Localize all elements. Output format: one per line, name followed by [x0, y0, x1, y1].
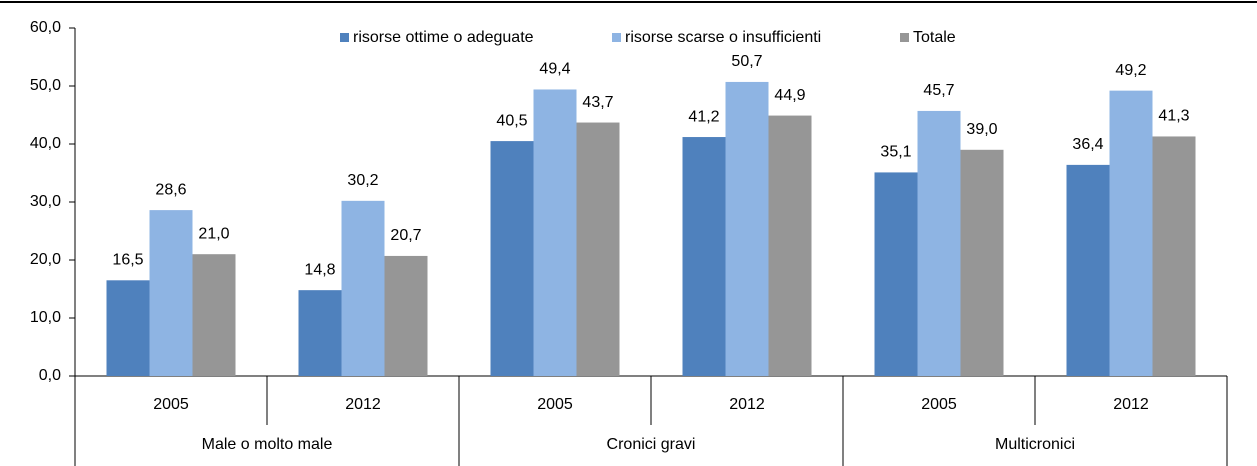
- data-label: 44,9: [774, 87, 805, 104]
- bar: [960, 149, 1004, 376]
- x-tick-label: 2005: [153, 396, 189, 413]
- bar: [682, 137, 726, 376]
- data-label: 39,0: [966, 121, 997, 138]
- bar: [384, 255, 428, 376]
- data-label: 43,7: [582, 94, 613, 111]
- legend-marker: [340, 33, 349, 42]
- bar: [490, 141, 534, 376]
- x-tick-label: 2012: [1113, 396, 1149, 413]
- data-label: 41,2: [688, 108, 719, 125]
- legend-label: risorse ottime o adeguate: [353, 29, 534, 46]
- bar: [725, 81, 769, 376]
- data-label: 41,3: [1158, 108, 1189, 125]
- data-label: 49,4: [539, 61, 570, 78]
- bar: [768, 115, 812, 376]
- group-label: Cronici gravi: [607, 436, 696, 453]
- data-label: 20,7: [390, 227, 421, 244]
- bar: [149, 210, 193, 376]
- data-label: 36,4: [1072, 136, 1103, 153]
- data-label: 14,8: [304, 261, 335, 278]
- bar: [341, 200, 385, 376]
- y-tick-label: 40,0: [30, 135, 61, 152]
- bar: [576, 122, 620, 376]
- y-tick-label: 0,0: [39, 367, 61, 384]
- bar: [533, 89, 577, 376]
- y-tick-label: 30,0: [30, 193, 61, 210]
- legend-label: risorse scarse o insufficienti: [625, 29, 821, 46]
- y-tick-label: 50,0: [30, 77, 61, 94]
- bar: [298, 290, 342, 376]
- legend-marker: [612, 33, 621, 42]
- bar: [1066, 164, 1110, 376]
- data-label: 16,5: [112, 252, 143, 269]
- bar: [1109, 90, 1153, 376]
- data-label: 30,2: [347, 172, 378, 189]
- bar: [917, 110, 961, 376]
- x-tick-label: 2012: [345, 396, 381, 413]
- data-label: 21,0: [198, 225, 229, 242]
- legend-marker: [900, 33, 909, 42]
- data-label: 28,6: [155, 181, 186, 198]
- data-label: 40,5: [496, 112, 527, 129]
- bar: [1152, 136, 1196, 376]
- y-tick-label: 20,0: [30, 251, 61, 268]
- group-label: Multicronici: [995, 436, 1075, 453]
- x-tick-label: 2005: [537, 396, 573, 413]
- bar: [106, 280, 150, 376]
- group-label: Male o molto male: [202, 436, 333, 453]
- data-label: 45,7: [923, 82, 954, 99]
- y-tick-label: 60,0: [30, 19, 61, 36]
- data-label: 35,1: [880, 144, 911, 161]
- bar: [192, 254, 236, 376]
- legend-label: Totale: [913, 29, 956, 46]
- y-tick-label: 10,0: [30, 309, 61, 326]
- data-label: 50,7: [731, 53, 762, 70]
- data-label: 49,2: [1115, 62, 1146, 79]
- bar: [874, 172, 918, 376]
- x-tick-label: 2005: [921, 396, 957, 413]
- x-tick-label: 2012: [729, 396, 765, 413]
